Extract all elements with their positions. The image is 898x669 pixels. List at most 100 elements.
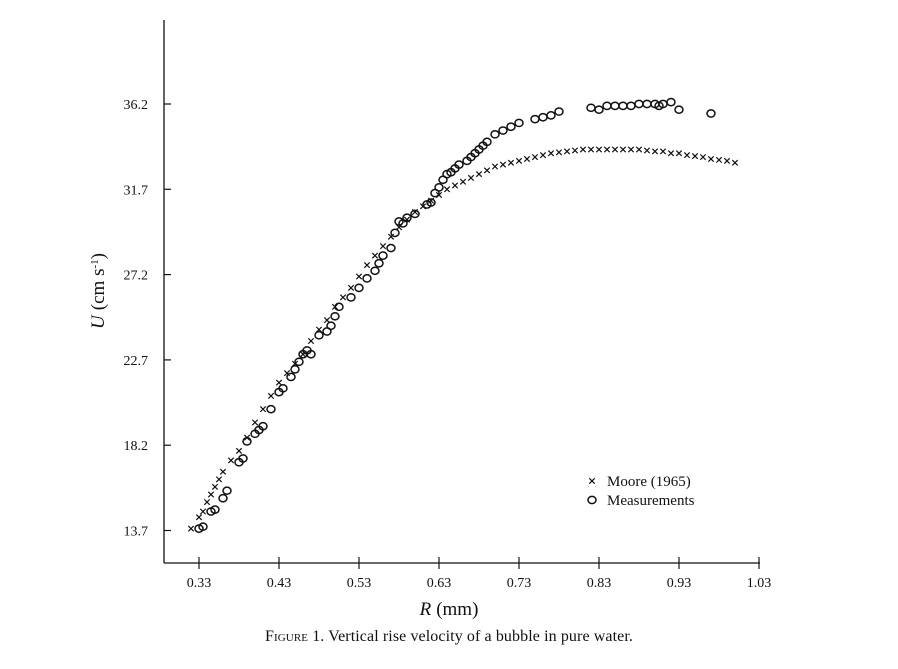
x-tick-label: 0.83 [587, 576, 612, 591]
data-point-cross [459, 178, 467, 185]
data-point-cross [595, 146, 603, 153]
data-point-cross [215, 476, 223, 483]
data-point-cross [307, 337, 315, 345]
y-tick-label: 27.2 [124, 269, 149, 284]
data-point-circle [198, 522, 208, 532]
data-point-cross [539, 152, 547, 159]
data-point-circle [490, 129, 500, 139]
data-point-circle [362, 274, 372, 283]
data-point-cross [283, 370, 291, 377]
data-point-circle [378, 251, 388, 260]
data-point-circle [222, 486, 232, 496]
data-point-cross [227, 457, 235, 464]
data-point-circle [294, 357, 304, 367]
data-point-cross [371, 252, 379, 259]
caption-text: Vertical rise velocity of a bubble in pu… [324, 628, 633, 645]
data-point-cross [379, 243, 387, 250]
x-ticks: 0.33 0.43 0.53 0.63 0.73 0.83 0.93 1.03 [187, 557, 771, 591]
data-point-circle [286, 372, 296, 382]
series-moore [187, 146, 739, 532]
data-point-circle [626, 101, 636, 111]
data-point-cross [443, 186, 451, 193]
data-point-cross [259, 406, 267, 413]
data-point-circle [454, 160, 464, 170]
axes: 0.33 0.43 0.53 0.63 0.73 0.83 0.93 1.03 13.7 18.… [124, 20, 771, 591]
data-point-cross [363, 261, 371, 269]
data-point-cross [387, 233, 395, 240]
data-point-cross [659, 148, 667, 155]
data-point-cross [563, 148, 571, 155]
x-tick-label: 0.73 [507, 576, 532, 591]
data-point-cross [707, 155, 715, 163]
data-point-cross [355, 273, 363, 280]
data-point-cross [339, 294, 347, 301]
data-point-circle [326, 321, 336, 331]
data-point-cross [347, 284, 355, 291]
legend-item: Moore (1965) [588, 474, 691, 490]
x-tick-label: 0.43 [267, 576, 292, 591]
data-point-cross [667, 150, 675, 157]
data-point-cross [235, 447, 243, 455]
legend-marker-cross [588, 477, 596, 485]
data-point-circle [482, 137, 492, 147]
y-tick-label: 22.7 [124, 354, 149, 369]
data-point-circle [618, 101, 628, 111]
data-point-cross [195, 514, 203, 521]
data-point-cross [199, 508, 207, 515]
data-point-cross [491, 163, 499, 170]
data-point-circle [434, 183, 444, 192]
figure-caption: Figure 1. Vertical rise velocity of a bu… [0, 628, 898, 646]
x-tick-label: 0.53 [347, 576, 372, 591]
y-tick-label: 13.7 [124, 525, 149, 540]
data-point-cross [579, 146, 587, 153]
data-point-cross [731, 159, 739, 166]
data-point-circle [258, 421, 268, 431]
data-point-cross [531, 153, 539, 161]
data-point-circle [346, 292, 356, 302]
data-point-cross [483, 167, 491, 174]
data-point-circle [330, 311, 340, 321]
data-point-cross [619, 146, 627, 153]
data-point-cross [299, 351, 307, 358]
data-point-circle [586, 103, 596, 113]
data-point-cross [467, 174, 475, 182]
legend: Moore (1965) Measurements [587, 474, 695, 509]
data-point-cross [587, 146, 595, 153]
caption-label: Figure 1. [264, 628, 325, 645]
y-tick-label: 36.2 [124, 98, 149, 113]
data-point-cross [323, 316, 331, 324]
data-point-circle [410, 209, 420, 219]
data-point-circle [218, 493, 228, 503]
data-point-cross [555, 149, 563, 156]
y-ticks: 13.7 18.2 22.7 27.2 31.7 36.2 [124, 98, 171, 540]
x-tick-label: 0.63 [427, 576, 452, 591]
data-point-circle [554, 107, 564, 116]
data-point-circle [674, 105, 684, 115]
data-point-cross [267, 392, 275, 400]
plot-area [187, 97, 739, 533]
x-tick-label: 0.33 [187, 576, 212, 591]
y-tick-label: 31.7 [124, 183, 149, 198]
data-point-cross [611, 146, 619, 153]
data-point-circle [498, 126, 508, 135]
data-point-circle [242, 437, 252, 446]
legend-label: Measurements [607, 493, 695, 509]
data-point-cross [571, 147, 579, 154]
data-point-cross [627, 146, 635, 153]
series-measurements [194, 97, 716, 533]
data-point-circle [306, 349, 316, 359]
data-point-cross [499, 161, 507, 168]
y-axis-title: U(cm s-1) [88, 253, 109, 329]
data-point-cross [547, 150, 555, 157]
data-point-circle [390, 228, 400, 238]
data-point-circle [370, 266, 380, 276]
data-point-cross [651, 148, 659, 155]
data-point-circle [426, 198, 436, 207]
data-point-circle [546, 111, 556, 120]
data-point-circle [374, 258, 384, 268]
data-point-cross [723, 157, 731, 164]
data-point-circle [634, 99, 644, 109]
x-tick-label: 0.93 [667, 576, 692, 591]
data-point-circle [314, 330, 324, 340]
data-point-cross [207, 491, 215, 498]
